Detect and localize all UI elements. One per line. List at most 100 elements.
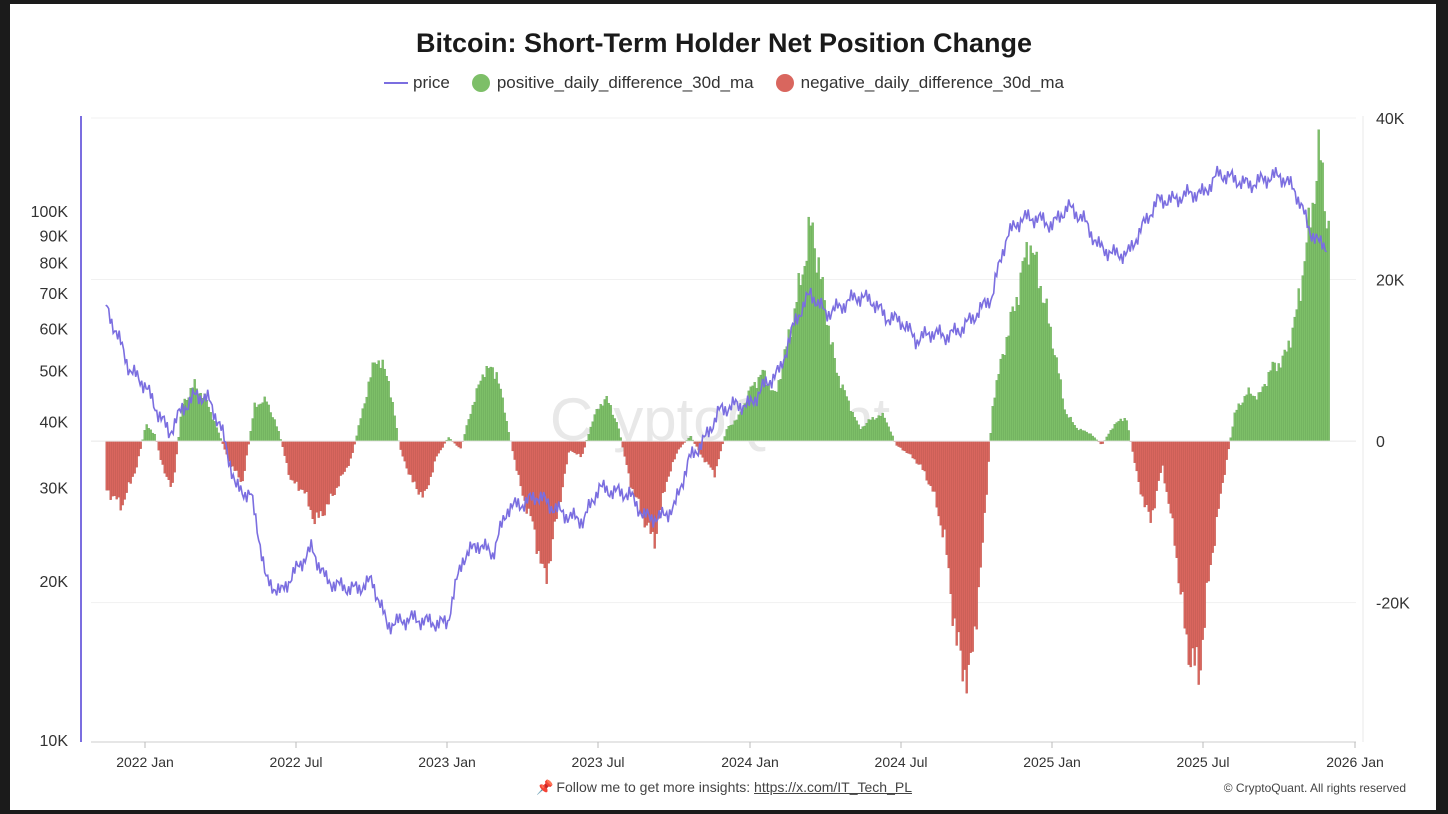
negative-bar: [173, 440, 176, 473]
negative-bar: [517, 440, 520, 475]
positive-bar: [737, 414, 740, 442]
negative-bar: [157, 440, 160, 451]
x-tick-label: 2023 Jul: [572, 754, 625, 770]
negative-bar: [895, 440, 898, 446]
negative-bar: [1141, 440, 1144, 497]
negative-bar: [1217, 440, 1220, 509]
positive-bar: [249, 431, 252, 442]
negative-bar: [621, 440, 624, 448]
negative-bar: [531, 440, 534, 522]
negative-bar: [1155, 440, 1158, 491]
right-tick-label: 40K: [1376, 111, 1405, 128]
positive-bar: [501, 397, 504, 442]
positive-bar: [1265, 386, 1268, 442]
negative-bar: [109, 440, 112, 500]
positive-bar: [875, 418, 878, 442]
positive-bar: [1253, 396, 1256, 442]
negative-bar: [425, 440, 428, 490]
negative-bar: [245, 440, 248, 456]
positive-bar: [1061, 398, 1064, 442]
negative-bar: [541, 440, 544, 564]
negative-bar: [939, 440, 942, 526]
negative-bar: [975, 440, 978, 630]
positive-bar: [689, 436, 692, 442]
positive-bar: [589, 426, 592, 442]
positive-bar: [145, 424, 148, 442]
negative-bar: [139, 440, 142, 449]
negative-bar: [437, 440, 440, 454]
negative-bar: [423, 440, 426, 491]
positive-bar: [1071, 422, 1074, 442]
legend-item-positive[interactable]: positive_daily_difference_30d_ma: [471, 73, 754, 93]
positive-bar: [801, 274, 804, 442]
negative-bar: [1165, 440, 1168, 492]
negative-bar: [419, 440, 422, 493]
negative-bar: [175, 440, 178, 455]
negative-bar: [321, 440, 324, 517]
positive-bar: [1001, 354, 1004, 442]
positive-bar: [217, 432, 220, 442]
positive-bar: [1237, 403, 1240, 442]
positive-bar: [1325, 228, 1328, 442]
positive-bar: [803, 266, 806, 442]
negative-bar: [573, 440, 576, 454]
bar-series: [105, 129, 1330, 694]
negative-bar: [415, 440, 418, 490]
price-line: [105, 165, 1328, 635]
positive-bar: [1281, 355, 1284, 442]
negative-bar: [935, 440, 938, 508]
positive-bar: [1283, 349, 1286, 442]
negative-bar: [915, 440, 918, 464]
positive-bar: [859, 429, 862, 442]
positive-bar: [1093, 437, 1096, 442]
negative-bar: [315, 440, 318, 513]
negative-bar: [1201, 440, 1204, 640]
x-tick-label: 2026 Jan: [1326, 754, 1384, 770]
legend-label-positive: positive_daily_difference_30d_ma: [496, 73, 754, 92]
negative-bar: [1157, 440, 1160, 481]
legend-item-negative[interactable]: negative_daily_difference_30d_ma: [775, 73, 1064, 93]
positive-bar: [495, 372, 498, 442]
positive-bar: [799, 285, 802, 442]
positive-bar: [829, 344, 832, 442]
left-tick-label: 30K: [40, 481, 69, 498]
positive-bar: [839, 388, 842, 442]
negative-bar: [309, 440, 312, 510]
negative-bar: [1213, 440, 1216, 546]
negative-bar: [117, 440, 120, 498]
positive-bar: [1079, 428, 1082, 442]
negative-bar: [289, 440, 292, 480]
negative-bar: [407, 440, 410, 475]
positive-bar: [1241, 402, 1244, 442]
negative-bar: [323, 440, 326, 516]
footer-link[interactable]: https://x.com/IT_Tech_PL: [754, 779, 913, 795]
negative-bar: [523, 440, 526, 501]
negative-bar: [1147, 440, 1150, 512]
positive-bar: [257, 404, 260, 442]
x-tick-label: 2025 Jan: [1023, 754, 1081, 770]
positive-bar: [833, 358, 836, 442]
positive-bar: [379, 367, 382, 442]
negative-bar: [933, 440, 936, 492]
positive-bar: [1287, 340, 1290, 442]
negative-bar: [1153, 440, 1156, 509]
negative-bar: [565, 440, 568, 465]
positive-bar: [1249, 393, 1252, 442]
positive-bar: [1285, 351, 1288, 442]
negative-bar: [1135, 440, 1138, 472]
positive-bar: [1073, 425, 1076, 442]
positive-bar: [263, 396, 266, 442]
positive-bar: [1057, 373, 1060, 442]
negative-bar: [1145, 440, 1148, 505]
negative-bar: [561, 440, 564, 488]
negative-bar: [347, 440, 350, 466]
positive-bar: [751, 385, 754, 442]
legend-item-price[interactable]: price: [383, 73, 450, 93]
negative-bar: [1195, 440, 1198, 648]
left-tick-label: 90K: [40, 228, 69, 245]
positive-bar: [371, 362, 374, 442]
copyright: © CryptoQuant. All rights reserved: [1223, 781, 1406, 795]
negative-bar: [319, 440, 322, 512]
negative-bar: [677, 440, 680, 450]
positive-bar: [815, 272, 818, 442]
